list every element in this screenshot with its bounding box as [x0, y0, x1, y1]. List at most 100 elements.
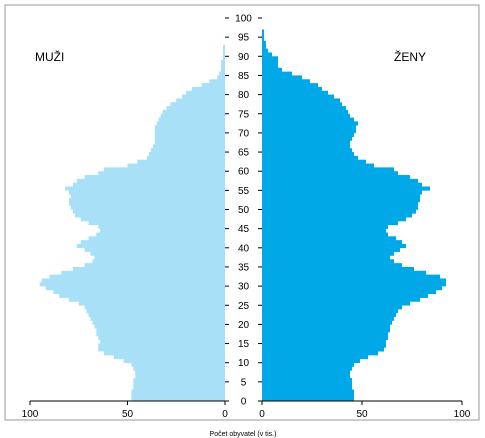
female-bar-age-50 [262, 205, 418, 210]
male-bar-age-63 [147, 155, 225, 161]
female-bar-age-47 [262, 217, 406, 222]
male-label: MUŽI [35, 49, 64, 64]
female-bar-age-32 [262, 274, 440, 279]
male-bar-age-4 [133, 381, 225, 386]
age-tick-label: 60 [238, 167, 250, 178]
female-bar-age-46 [262, 220, 398, 226]
male-bar-age-37 [94, 255, 225, 260]
male-bar-age-81 [191, 86, 225, 92]
female-bar-age-17 [262, 332, 388, 337]
x-tick-label: 0 [222, 409, 228, 420]
female-bar-age-86 [262, 67, 282, 72]
male-bar-age-27 [59, 293, 225, 298]
female-bar-age-54 [262, 190, 422, 195]
x-tick-label: 100 [454, 409, 471, 420]
female-bar-age-4 [262, 381, 352, 386]
age-tick-label: 65 [238, 148, 250, 159]
male-bar-age-60 [104, 167, 225, 172]
age-tick-label: 15 [238, 339, 250, 350]
male-bar-age-77 [170, 102, 225, 107]
male-bar-age-2 [131, 389, 225, 394]
female-bar-age-94 [262, 37, 264, 42]
male-bar-age-7 [135, 370, 225, 375]
female-bar-age-49 [262, 209, 416, 214]
male-bar-age-84 [217, 75, 225, 80]
male-bar-age-26 [69, 297, 225, 302]
female-bar-age-40 [262, 243, 406, 249]
female-bar-age-18 [262, 328, 390, 333]
female-bar-age-11 [262, 355, 368, 360]
female-bar-age-34 [262, 266, 414, 272]
female-bar-age-13 [262, 347, 384, 352]
male-bar-age-50 [70, 205, 225, 210]
female-bar-age-55 [262, 186, 430, 191]
male-bar-age-42 [88, 236, 225, 241]
age-tick-label: 90 [238, 52, 250, 63]
male-bar-age-64 [148, 152, 225, 157]
male-bar-age-13 [98, 347, 225, 352]
female-bar-age-8 [262, 366, 352, 371]
age-tick-label: 45 [238, 224, 250, 235]
male-bar-age-52 [69, 198, 225, 203]
male-bar-age-0 [131, 397, 225, 402]
male-bar-age-9 [131, 362, 225, 367]
female-bar-age-57 [262, 178, 418, 183]
female-bar-age-24 [262, 305, 402, 310]
female-bar-age-69 [262, 132, 354, 138]
male-bar-age-40 [76, 243, 225, 249]
male-bar-age-69 [154, 132, 225, 138]
female-bar-age-72 [262, 121, 358, 126]
female-bar-age-35 [262, 263, 402, 268]
male-bar-age-46 [88, 220, 225, 226]
female-bar-age-64 [262, 152, 354, 157]
female-bar-age-12 [262, 351, 378, 356]
male-bar-age-76 [166, 106, 225, 111]
age-axis-ticks: 0 5 10 15 20 25 30 35 40 45 50 55 60 65 70 75 80 85 90 95 10… [225, 14, 262, 408]
male-bar-age-58 [84, 175, 225, 180]
age-tick-label: 5 [241, 377, 247, 388]
male-bar-age-21 [90, 316, 225, 321]
female-bar-age-37 [262, 255, 390, 260]
male-bar-age-78 [176, 98, 225, 103]
male-bar-age-70 [154, 129, 225, 134]
female-bar-age-5 [262, 378, 352, 383]
age-tick-label: 30 [238, 282, 250, 293]
male-bar-age-82 [201, 83, 225, 88]
female-bar-age-92 [262, 44, 266, 49]
male-bar-age-31 [41, 278, 226, 283]
female-bar-age-67 [262, 140, 350, 145]
female-bar-age-41 [262, 240, 402, 245]
male-bar-age-92 [223, 44, 225, 49]
male-bar-age-39 [84, 247, 225, 252]
male-bar-age-1 [131, 393, 225, 398]
female-bar-age-42 [262, 236, 396, 241]
female-bar-age-52 [262, 198, 420, 203]
female-bar-age-28 [262, 289, 436, 295]
age-tick-label: 50 [238, 205, 250, 216]
male-bar-age-3 [133, 385, 225, 390]
male-bar-age-90 [223, 52, 225, 57]
male-bar-age-85 [219, 71, 225, 76]
male-bar-age-41 [80, 240, 225, 245]
male-bar-age-57 [76, 178, 225, 183]
female-bar-age-56 [262, 182, 422, 187]
female-bar-age-76 [262, 106, 346, 111]
male-bar-age-48 [74, 213, 225, 218]
female-bar-age-82 [262, 83, 318, 88]
male-bar-age-18 [96, 328, 225, 333]
female-bar-age-58 [262, 175, 410, 180]
age-tick-label: 0 [241, 397, 247, 408]
female-bar-age-29 [262, 286, 442, 291]
male-bar-age-59 [98, 171, 225, 176]
male-bar-age-28 [53, 289, 226, 295]
male-bar-age-33 [61, 270, 226, 275]
male-bar-age-43 [96, 232, 225, 237]
male-bar-age-91 [223, 48, 225, 53]
female-bar-age-25 [262, 301, 410, 306]
female-bar-age-14 [262, 343, 386, 348]
male-bar-age-15 [100, 339, 225, 344]
male-bar-age-45 [98, 224, 225, 229]
female-bar-age-78 [262, 98, 340, 103]
male-bar-age-34 [72, 266, 226, 272]
female-bar-age-23 [262, 309, 398, 314]
